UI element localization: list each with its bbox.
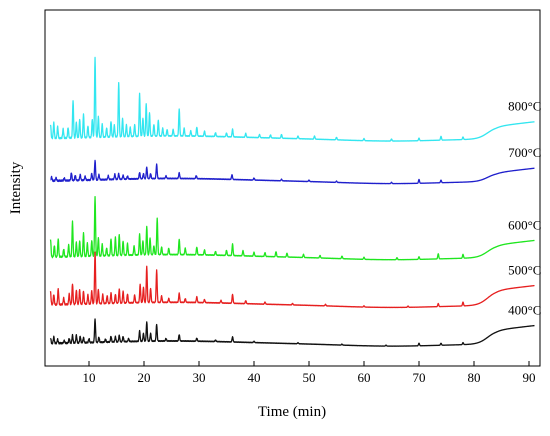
x-tick-label: 30 (193, 370, 206, 385)
y-axis-title: Intensity (8, 161, 24, 214)
series-label-layer: 800°C 700°C 600°C 500°C 400°C (508, 99, 541, 318)
x-axis-title: Time (min) (258, 404, 326, 420)
tick-layer: 10 20 30 40 50 60 70 80 90 (83, 361, 536, 385)
x-tick-label: 70 (413, 370, 426, 385)
x-tick-label: 50 (303, 370, 316, 385)
series-label: 800°C (508, 99, 541, 114)
series-label: 600°C (508, 217, 541, 232)
x-tick-label: 80 (468, 370, 481, 385)
series-line (49, 56, 535, 142)
x-tick-label: 20 (138, 370, 151, 385)
series-line (49, 251, 535, 309)
series-line (49, 195, 535, 261)
series-line (50, 159, 535, 185)
series-label: 500°C (508, 262, 541, 277)
x-tick-label: 10 (83, 370, 96, 385)
series-label: 700°C (508, 145, 541, 160)
series-label: 400°C (508, 302, 541, 317)
plot-frame (44, 9, 541, 367)
x-tick-label: 60 (358, 370, 371, 385)
series-line (49, 318, 535, 347)
x-tick-label: 90 (523, 370, 536, 385)
x-tick-label: 40 (248, 370, 261, 385)
series-layer (49, 56, 535, 347)
